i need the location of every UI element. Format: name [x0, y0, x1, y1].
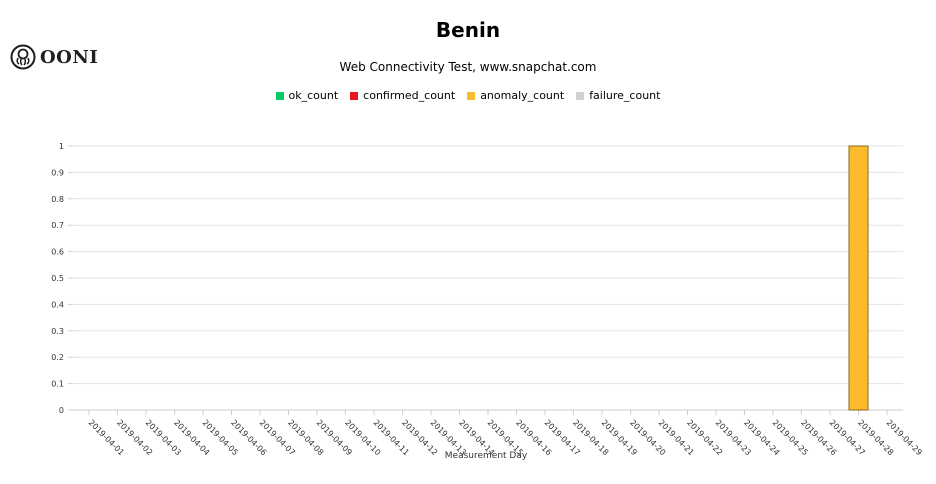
y-tick-label: 0.1	[51, 380, 64, 389]
y-tick-label: 0.4	[51, 300, 64, 309]
y-tick-label: 0.6	[51, 248, 64, 257]
legend: ok_count confirmed_count anomaly_count f…	[0, 89, 936, 102]
y-tick-label: 0	[59, 406, 64, 415]
legend-label-failure: failure_count	[589, 89, 661, 102]
legend-item-ok[interactable]: ok_count	[275, 89, 339, 102]
legend-label-anomaly: anomaly_count	[480, 89, 565, 102]
legend-item-anomaly[interactable]: anomaly_count	[467, 89, 564, 102]
y-tick-label: 0.9	[51, 168, 64, 177]
legend-swatch-anomaly	[467, 91, 476, 100]
legend-item-confirmed[interactable]: confirmed_count	[350, 89, 455, 102]
chart-title: Benin	[435, 18, 501, 42]
y-tick-label: 1	[59, 142, 64, 151]
ooni-logo: OONI	[10, 44, 98, 70]
legend-swatch-failure	[576, 91, 585, 100]
legend-swatch-ok	[275, 91, 284, 100]
ooni-octopus-icon	[10, 44, 36, 70]
y-tick-label: 0.3	[51, 327, 64, 336]
legend-item-failure[interactable]: failure_count	[576, 89, 660, 102]
logo-text: OONI	[40, 46, 99, 68]
y-tick-label: 0.8	[51, 195, 64, 204]
bar-anomaly_count	[848, 145, 869, 411]
legend-swatch-confirmed	[350, 91, 359, 100]
x-axis-label: Measurement Day	[445, 451, 528, 461]
legend-label-ok: ok_count	[288, 89, 339, 102]
chart-subtitle: Web Connectivity Test, www.snapchat.com	[339, 60, 597, 74]
y-tick-label: 0.5	[51, 274, 64, 283]
y-tick-label: 0.7	[51, 221, 64, 230]
legend-label-confirmed: confirmed_count	[363, 89, 456, 102]
y-tick-label: 0.2	[51, 353, 64, 362]
